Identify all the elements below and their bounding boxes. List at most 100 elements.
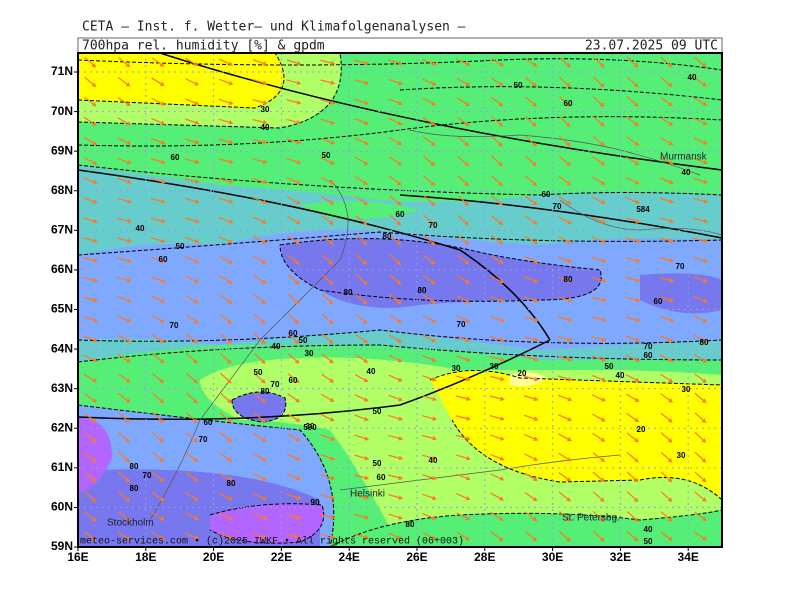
wind-arrow — [118, 432, 130, 443]
wind-arrow — [320, 59, 336, 66]
wind-arrow — [287, 413, 301, 422]
wind-arrow — [693, 117, 708, 126]
wind-arrow — [694, 451, 707, 463]
city-label: St. Petersbg. — [562, 513, 620, 524]
wind-arrow — [388, 394, 403, 402]
wind-arrow — [354, 374, 369, 382]
wind-arrow — [286, 453, 301, 461]
wind-arrow — [152, 451, 164, 463]
wind-arrow — [253, 453, 267, 461]
wind-arrow — [286, 138, 302, 145]
wind-arrow — [591, 276, 607, 283]
wind-arrow — [321, 333, 334, 344]
wind-arrow — [489, 335, 505, 342]
wind-arrow — [219, 492, 234, 501]
wind-arrow — [150, 178, 166, 184]
wind-arrow — [557, 296, 573, 303]
wind-arrow — [388, 354, 403, 363]
wind-arrow — [423, 155, 436, 166]
wind-arrow — [693, 276, 709, 283]
wind-arrow — [252, 99, 268, 105]
wind-arrow — [490, 255, 504, 264]
wind-arrow — [591, 296, 607, 303]
lon-label: 16E — [67, 550, 88, 564]
wind-arrow — [184, 236, 200, 244]
wind-arrow — [694, 353, 708, 363]
wind-arrow — [218, 533, 234, 540]
wind-arrow — [525, 155, 537, 167]
wind-arrow — [388, 434, 404, 441]
wind-arrow — [456, 315, 471, 323]
wind-arrow — [83, 373, 98, 383]
contour-label: 60 — [289, 376, 298, 385]
contour-label: 90 — [311, 498, 320, 507]
lat-label: 65N — [51, 302, 73, 316]
wind-arrow — [524, 492, 538, 502]
wind-arrow — [388, 59, 404, 66]
wind-arrow — [490, 531, 504, 541]
wind-arrow — [660, 451, 673, 463]
coastline — [149, 129, 722, 521]
wind-arrow — [523, 395, 539, 402]
wind-arrow — [523, 336, 539, 342]
wind-arrow — [693, 295, 708, 303]
wind-arrow — [523, 414, 539, 421]
contour-label: 60 — [396, 210, 405, 219]
contour-label: 40 — [367, 367, 376, 376]
wind-arrow — [321, 353, 334, 364]
wind-arrow — [422, 474, 437, 481]
wind-arrow — [118, 491, 131, 502]
wind-arrow — [354, 454, 370, 461]
wind-arrow — [490, 511, 504, 521]
wind-arrow — [423, 175, 436, 186]
wind-arrow — [524, 195, 538, 206]
lat-label: 71N — [51, 64, 73, 78]
wind-arrow — [625, 276, 641, 283]
wind-arrow — [524, 235, 538, 244]
contour-label: 30 — [306, 422, 315, 431]
wind-arrow — [626, 530, 639, 542]
wind-arrow — [625, 217, 641, 224]
wind-arrow — [694, 392, 707, 404]
wind-arrow — [389, 274, 402, 285]
wind-arrow — [592, 136, 605, 147]
wind-arrow — [591, 335, 607, 342]
wind-arrow — [659, 296, 675, 303]
wind-arrow — [84, 412, 97, 423]
wind-arrow — [523, 316, 539, 323]
wind-arrow — [625, 335, 641, 342]
contour-label: 590 — [303, 423, 317, 432]
wind-arrow — [151, 532, 166, 540]
wind-arrow — [116, 257, 132, 263]
wind-arrow — [592, 96, 605, 108]
wind-arrow — [84, 491, 97, 503]
wind-arrow — [626, 471, 639, 483]
wind-arrow — [355, 176, 369, 185]
wind-arrow — [456, 335, 471, 343]
wind-arrow — [592, 432, 606, 442]
wind-arrow — [626, 451, 639, 463]
wind-arrow — [117, 276, 132, 283]
wind-arrow — [523, 296, 539, 303]
wind-arrow — [525, 135, 537, 147]
wind-arrow — [625, 176, 640, 185]
wind-arrow — [389, 195, 402, 206]
wind-arrow — [152, 471, 165, 482]
wind-arrow — [218, 178, 234, 184]
wind-arrow — [287, 313, 300, 325]
wind-arrow — [355, 195, 368, 206]
wind-arrow — [489, 414, 505, 421]
wind-arrow — [557, 375, 573, 382]
wind-arrow — [660, 96, 673, 107]
wind-arrow — [118, 412, 131, 423]
wind-arrow — [117, 315, 132, 323]
wind-arrow — [422, 334, 437, 343]
wind-arrow — [625, 237, 641, 244]
contour-label: 50 — [644, 537, 653, 546]
wind-arrow — [558, 472, 572, 482]
wind-arrow — [489, 375, 505, 382]
wind-arrow — [83, 315, 98, 323]
wind-arrow — [354, 474, 370, 480]
wind-arrow — [355, 234, 368, 246]
